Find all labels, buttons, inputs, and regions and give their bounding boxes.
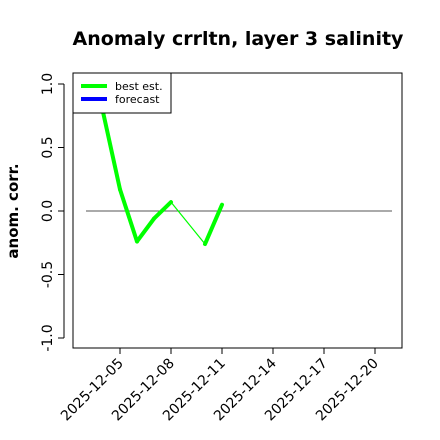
y-axis-label: anom. corr.: [4, 163, 22, 258]
y-tick-label: 0.0: [40, 200, 56, 222]
series-segment: [101, 109, 122, 192]
x-axis: 2025-12-052025-12-082025-12-112025-12-14…: [58, 347, 382, 424]
legend: best est.forecast: [72, 72, 172, 114]
y-axis: 1.0 0.5 0.0 -0.5 -1.0: [40, 73, 65, 352]
y-tick-label: 1.0: [40, 73, 56, 95]
series-segment: [170, 201, 206, 245]
legend-entry: forecast: [115, 93, 160, 106]
series-segment: [152, 200, 173, 221]
series-group: [101, 109, 224, 247]
series-segment: [118, 187, 139, 244]
y-tick-label: -1.0: [40, 324, 56, 351]
y-tick-label: -0.5: [40, 261, 56, 288]
series-segment: [135, 216, 156, 244]
series-segment: [203, 202, 224, 247]
legend-box: [72, 72, 172, 114]
y-tick-label: 0.5: [40, 136, 56, 158]
chart-title: Anomaly crrltn, layer 3 salinity: [73, 28, 404, 50]
legend-entry: best est.: [115, 80, 163, 93]
